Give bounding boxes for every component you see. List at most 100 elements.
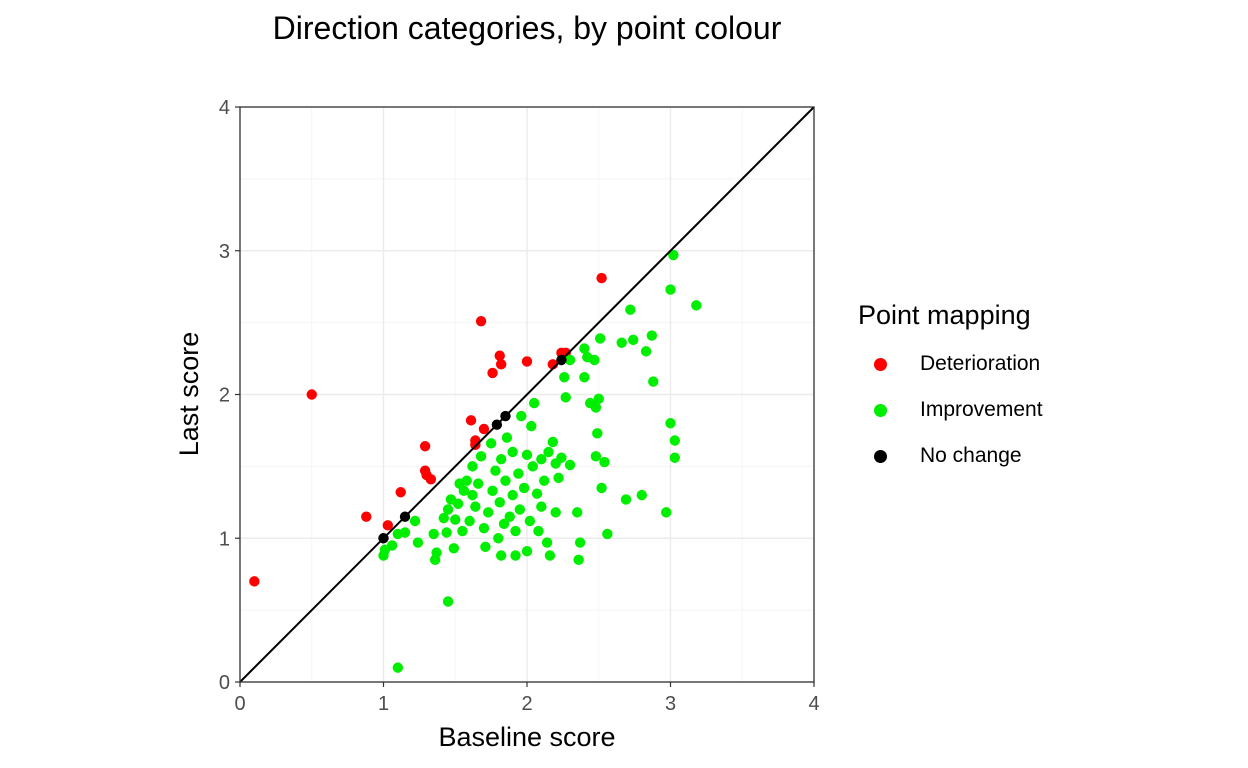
point-improvement xyxy=(660,507,672,518)
point-improvement xyxy=(467,461,478,472)
point-improvement xyxy=(543,446,554,458)
point-improvement xyxy=(510,550,521,561)
point-improvement xyxy=(536,501,547,512)
point-improvement xyxy=(541,537,553,548)
point-improvement xyxy=(442,504,454,515)
point-improvement xyxy=(442,596,454,607)
x-tick-label: 2 xyxy=(521,693,532,715)
legend-dot-deterioration xyxy=(873,357,887,371)
point-improvement xyxy=(669,435,681,446)
x-tick-label: 3 xyxy=(665,693,676,715)
point-improvement xyxy=(526,420,537,432)
point-improvement xyxy=(596,482,607,494)
point-improvement xyxy=(386,540,398,551)
point-improvement xyxy=(559,372,570,383)
point-improvement xyxy=(579,343,590,354)
point-improvement xyxy=(572,507,583,518)
point-improvement xyxy=(533,525,544,537)
point-improvement xyxy=(646,330,658,341)
point-improvement xyxy=(464,515,475,527)
point-improvement xyxy=(504,511,515,522)
point-improvement xyxy=(470,501,481,512)
point-improvement xyxy=(625,304,636,315)
point-improvement xyxy=(500,475,511,486)
legend-label: Deterioration xyxy=(920,352,1041,375)
point-improvement xyxy=(616,337,627,348)
point-improvement xyxy=(556,452,567,463)
point-improvement xyxy=(531,488,543,499)
point-deterioration xyxy=(395,487,406,498)
point-improvement xyxy=(665,284,676,295)
point-improvement xyxy=(480,541,491,553)
point-improvement xyxy=(490,465,501,476)
point-improvement xyxy=(399,527,411,538)
point-improvement xyxy=(602,528,613,540)
point-deterioration xyxy=(521,356,533,367)
point-improvement xyxy=(392,662,404,673)
point-improvement xyxy=(594,333,606,344)
y-axis-ticks: 0 1 2 3 4 xyxy=(219,97,240,694)
point-improvement xyxy=(627,334,639,346)
point-improvement xyxy=(513,468,524,479)
point-deterioration xyxy=(596,272,607,284)
x-axis-title: Baseline score xyxy=(438,722,615,752)
y-tick-label: 1 xyxy=(219,528,230,550)
legend-label: No change xyxy=(920,444,1022,467)
point-improvement xyxy=(669,452,681,463)
point-improvement xyxy=(494,497,505,508)
x-tick-label: 1 xyxy=(378,693,389,715)
point-improvement xyxy=(668,249,679,261)
point-improvement xyxy=(495,550,507,561)
point-improvement xyxy=(498,518,510,530)
point-improvement xyxy=(524,515,536,527)
point-deterioration xyxy=(306,389,317,400)
point-improvement xyxy=(473,478,484,489)
point-improvement xyxy=(599,456,610,468)
point-improvement xyxy=(467,489,478,501)
point-improvement xyxy=(589,354,600,366)
point-deterioration xyxy=(361,511,372,522)
point-deterioration xyxy=(419,441,431,452)
point-improvement xyxy=(514,504,526,515)
point-improvement xyxy=(547,436,559,448)
point-improvement xyxy=(564,354,576,366)
point-improvement xyxy=(483,507,494,518)
point-improvement xyxy=(648,376,659,387)
point-improvement xyxy=(409,515,421,527)
point-deterioration xyxy=(475,315,487,327)
point-improvement xyxy=(590,451,602,462)
legend-label: Improvement xyxy=(920,398,1043,421)
y-axis-title: Last score xyxy=(174,332,204,457)
point-deterioration xyxy=(382,520,394,531)
point-improvement xyxy=(510,525,521,537)
point-improvement xyxy=(550,507,561,518)
point-improvement xyxy=(590,402,602,413)
point-improvement xyxy=(458,485,470,497)
point-improvement xyxy=(521,545,533,557)
point-improvement xyxy=(516,410,527,422)
point-improvement xyxy=(573,554,584,566)
y-tick-label: 3 xyxy=(219,241,230,263)
y-tick-label: 4 xyxy=(219,97,230,119)
point-improvement xyxy=(438,512,449,524)
point-improvement xyxy=(452,498,464,509)
point-deterioration xyxy=(470,439,481,451)
point-improvement xyxy=(450,514,461,525)
y-tick-label: 0 xyxy=(219,672,230,694)
point-improvement xyxy=(544,550,556,561)
x-axis-ticks: 0 1 2 3 4 xyxy=(234,682,820,715)
legend-item-improvement: Improvement xyxy=(858,387,1043,433)
x-tick-label: 0 xyxy=(234,693,245,715)
point-improvement xyxy=(501,432,513,443)
point-improvement xyxy=(457,525,468,537)
point-improvement xyxy=(412,537,424,548)
data-points xyxy=(249,249,702,673)
point-improvement xyxy=(620,494,632,505)
point-improvement xyxy=(539,475,550,486)
point-deterioration xyxy=(487,367,498,379)
legend-title: Point mapping xyxy=(858,300,1031,330)
point-improvement xyxy=(518,482,530,494)
point-improvement xyxy=(636,489,647,501)
point-improvement xyxy=(507,446,518,458)
